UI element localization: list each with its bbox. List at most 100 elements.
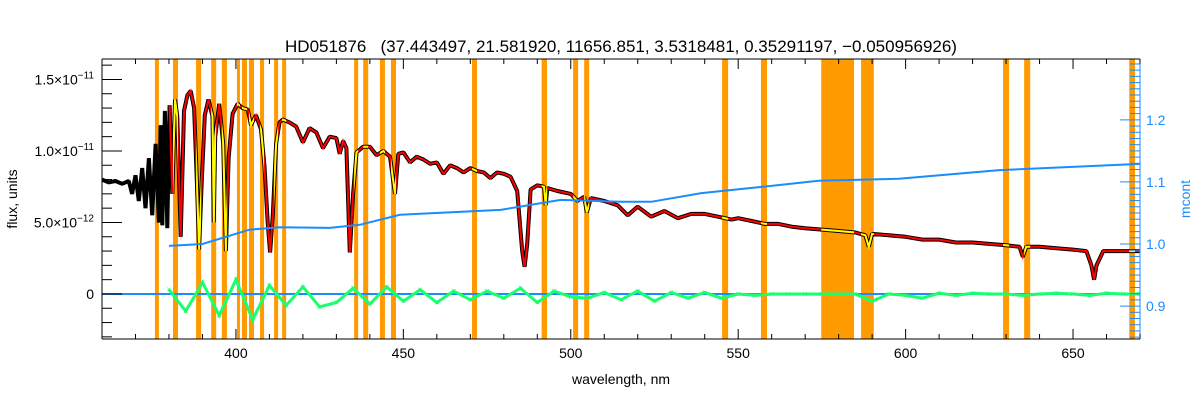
residual-point: × [233,275,238,285]
residual-point: × [317,302,322,312]
residual-point: × [585,293,590,303]
y-tick-mantissa: 1.0×10 [35,143,78,159]
masked-region-band [390,59,396,339]
residual-point: × [350,283,355,293]
x-tick-label: 550 [727,345,751,361]
axes: 400 450 500 550 600 65005.0×10−121.0×10−111.5… [34,58,1166,361]
y2-tick-label: 1.2 [1146,112,1166,128]
y2-tick-label: 0.9 [1146,298,1166,314]
residual-point: × [334,298,339,308]
masked-region-band [584,59,590,339]
residual-point: × [417,285,422,295]
residual-point: × [1121,289,1126,299]
y-tick-mantissa: 0 [86,286,94,302]
residual-point: × [869,296,874,306]
y-tick-exponent: −11 [78,70,95,81]
y-axis-label: flux, units [4,169,20,228]
masked-region-band [260,59,265,339]
masked-region-band [282,59,287,339]
y-tick-mantissa: 1.5×10 [35,71,78,87]
masked-region-band [248,59,255,339]
residual-point: × [903,290,908,300]
residual-point: × [685,293,690,303]
residual-point: × [769,289,774,299]
residual-point: × [267,280,272,290]
x-tick-label: 650 [1061,345,1085,361]
residual-point: × [468,295,473,305]
masked-region-band [241,59,247,339]
residual-point: × [484,286,489,296]
residual-point: × [1087,290,1092,300]
x-tick-label: 500 [559,345,583,361]
masked-region-band [471,59,478,339]
chart-title: HD051876 (37.443497, 21.581920, 11656.85… [285,37,957,56]
masked-region-band [1024,59,1031,339]
residual-point: × [635,286,640,296]
masked-region-band [363,59,369,339]
residual-point: × [401,296,406,306]
y-tick-label: 5.0×10−12 [34,213,95,230]
masked-region-band [722,59,729,339]
residual-point: × [518,283,523,293]
y2-axis-label: mcont [1177,180,1193,218]
mcont-line [168,162,1140,247]
residual-point: × [535,298,540,308]
masked-region-band [1129,59,1135,339]
residual-point: × [384,282,389,292]
masked-region-band [861,59,874,339]
residual-point: × [200,278,205,288]
y-tick-mantissa: 5.0×10 [34,214,77,230]
masked-region-band [172,59,179,339]
masked-region-band [1003,59,1010,339]
residual-point: × [736,289,741,299]
residual-point: × [987,289,992,299]
residual-point: × [886,289,891,299]
residual-point: × [953,290,958,300]
residual-point: × [568,292,573,302]
y-tick-label: 1.5×10−11 [35,70,95,87]
residual-point: × [669,288,674,298]
residual-point: × [434,298,439,308]
model-flux-masked-line [168,88,1135,280]
masked-region-band [274,59,279,339]
residual-point: × [853,289,858,299]
masked-region-band [760,59,767,339]
residual-point: × [970,288,975,298]
x-tick-label: 450 [392,345,416,361]
masked-region-band [821,59,855,339]
residual-point: × [367,299,372,309]
residual-point: × [602,288,607,298]
y-tick-label: 0 [86,286,94,302]
series-lines: × × × × × × × × × × × × × × × × × × × × × × × × × × × × × × × × × × × × × × × ×… [102,88,1140,325]
residual-point: × [618,295,623,305]
residual-point: × [786,289,791,299]
residual-point: × [719,293,724,303]
residual-point: × [183,306,188,316]
model-flux-line [168,88,1140,280]
residual-point: × [451,286,456,296]
x-tick-label: 600 [894,345,918,361]
residual-point: × [1070,289,1075,299]
residual-point: × [936,288,941,298]
residual-point: × [752,290,757,300]
residual-point: × [166,285,171,295]
residual-point: × [501,293,506,303]
y2-tick-label: 1.0 [1146,236,1166,252]
residual-point: × [284,300,289,310]
residual-point: × [1003,289,1008,299]
residual-point: × [1037,289,1042,299]
residual-point: × [1054,288,1059,298]
y-tick-exponent: −11 [78,142,95,153]
masked-region-band [354,59,359,339]
residual-point: × [819,289,824,299]
x-axis-label: wavelength, nm [571,371,670,387]
residual-point: × [920,293,925,303]
y-tick-exponent: −12 [77,213,94,224]
y-tick-label: 1.0×10−11 [35,142,95,159]
residual-line [167,276,1140,324]
residual-point: × [250,315,255,325]
residual-point: × [652,296,657,306]
y2-tick-label: 1.1 [1146,174,1166,190]
residual-point: × [1020,290,1025,300]
